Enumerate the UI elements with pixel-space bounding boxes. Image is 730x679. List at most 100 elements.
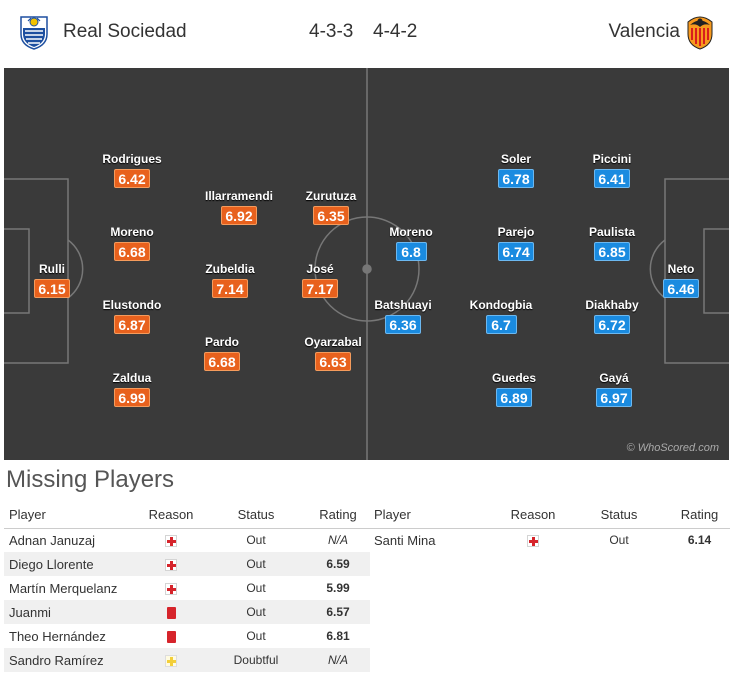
home-player[interactable]: Zubeldia 7.14 — [185, 262, 275, 299]
player-rating: 6.85 — [594, 242, 630, 261]
col-rating[interactable]: Rating — [669, 502, 730, 529]
player-name[interactable]: Illarramendi — [204, 189, 274, 203]
player-name[interactable]: Zurutuza — [305, 189, 357, 203]
reason-cell — [136, 600, 206, 624]
status-cell: Out — [206, 552, 306, 576]
player-name[interactable]: Elustondo — [102, 298, 162, 312]
missing-player-name[interactable]: Theo Hernández — [9, 628, 106, 644]
col-reason[interactable]: Reason — [497, 502, 569, 529]
home-player[interactable]: Pardo 6.68 — [177, 335, 267, 372]
table-header-row: Player Reason Status Rating — [4, 502, 370, 529]
player-name[interactable]: Soler — [500, 152, 531, 166]
col-reason[interactable]: Reason — [136, 502, 206, 529]
doubtful-icon[interactable] — [165, 655, 177, 668]
player-rating: 7.17 — [302, 279, 338, 298]
away-player[interactable]: Soler 6.78 — [471, 152, 561, 189]
away-player[interactable]: Parejo 6.74 — [471, 225, 561, 262]
player-rating: 6.46 — [663, 279, 699, 298]
player-rating: 6.36 — [385, 315, 421, 334]
player-rating: 6.87 — [114, 315, 150, 334]
home-player[interactable]: Rulli 6.15 — [7, 262, 97, 299]
player-rating: 7.14 — [212, 279, 248, 298]
home-team-name[interactable]: Real Sociedad — [63, 21, 187, 42]
player-rating: 6.63 — [315, 352, 351, 371]
player-name[interactable]: Oyarzabal — [304, 335, 362, 349]
status-cell: Out — [206, 600, 306, 624]
player-name[interactable]: Batshuayi — [374, 298, 432, 312]
reason-cell — [136, 576, 206, 600]
away-player[interactable]: Batshuayi 6.36 — [358, 298, 448, 335]
player-rating: 6.68 — [204, 352, 240, 371]
player-name[interactable]: Rodrigues — [102, 152, 162, 166]
rating-cell: 6.57 — [306, 600, 370, 624]
home-player[interactable]: Zaldua 6.99 — [87, 371, 177, 408]
away-player[interactable]: Paulista 6.85 — [567, 225, 657, 262]
away-player[interactable]: Guedes 6.89 — [469, 371, 559, 408]
away-player[interactable]: Neto 6.46 — [636, 262, 726, 299]
player-name[interactable]: Zaldua — [112, 371, 152, 385]
player-name[interactable]: Pardo — [204, 335, 239, 349]
away-player[interactable]: Piccini 6.41 — [567, 152, 657, 189]
player-rating: 6.42 — [114, 169, 150, 188]
missing-player-name[interactable]: Sandro Ramírez — [4, 648, 136, 672]
player-name[interactable]: Rulli — [39, 262, 65, 276]
missing-player-name[interactable]: Diego Llorente — [4, 552, 136, 576]
real-sociedad-crest-icon[interactable] — [18, 14, 50, 50]
rating-cell: 5.99 — [326, 581, 350, 595]
red-card-icon[interactable] — [166, 631, 176, 644]
home-player[interactable]: Illarramendi 6.92 — [194, 189, 284, 226]
missing-player-name[interactable]: Santi Mina — [374, 532, 436, 548]
col-status[interactable]: Status — [569, 502, 669, 529]
red-card-icon[interactable] — [166, 607, 176, 620]
home-player[interactable]: José 7.17 — [275, 262, 365, 299]
col-rating[interactable]: Rating — [306, 502, 370, 529]
player-name[interactable]: Gayá — [599, 371, 629, 385]
home-player[interactable]: Zurutuza 6.35 — [286, 189, 376, 226]
player-name[interactable]: Paulista — [588, 225, 636, 239]
home-player[interactable]: Elustondo 6.87 — [87, 298, 177, 335]
injury-icon[interactable] — [165, 583, 177, 596]
missing-players-title: Missing Players — [6, 466, 175, 493]
pitch: Rulli 6.15 Rodrigues 6.42 Moreno 6.68 Elustond… — [4, 68, 729, 460]
home-player[interactable]: Oyarzabal 6.63 — [288, 335, 378, 372]
player-name[interactable]: Parejo — [497, 225, 535, 239]
missing-player-name[interactable]: Martín Merquelanz — [9, 580, 118, 596]
player-name[interactable]: Guedes — [491, 371, 536, 385]
player-rating: 6.35 — [313, 206, 349, 225]
injury-icon[interactable] — [527, 535, 539, 548]
player-rating: 6.74 — [498, 242, 534, 261]
player-name[interactable]: José — [306, 262, 334, 276]
home-player[interactable]: Moreno 6.68 — [87, 225, 177, 262]
missing-player-name[interactable]: Juanmi — [4, 600, 136, 624]
missing-player-name[interactable]: Adnan Januzaj — [9, 532, 96, 548]
away-player[interactable]: Kondogbia 6.7 — [456, 298, 546, 335]
col-player[interactable]: Player — [369, 502, 497, 529]
home-player[interactable]: Rodrigues 6.42 — [87, 152, 177, 189]
injury-icon[interactable] — [165, 559, 177, 572]
away-player[interactable]: Diakhaby 6.72 — [567, 298, 657, 335]
status-cell: Doubtful — [206, 648, 306, 672]
rating-cell: N/A — [327, 533, 348, 548]
rating-cell: 6.14 — [687, 533, 712, 548]
table-row: Theo Hernández Out 6.81 — [4, 624, 370, 648]
status-cell: Out — [609, 533, 629, 548]
player-name[interactable]: Diakhaby — [585, 298, 639, 312]
rating-cell: 6.81 — [326, 629, 350, 643]
player-name[interactable]: Piccini — [592, 152, 632, 166]
away-team-name[interactable]: Valencia — [608, 21, 680, 42]
table-header-row: Player Reason Status Rating — [369, 502, 730, 529]
reason-cell — [136, 552, 206, 576]
player-name[interactable]: Kondogbia — [469, 298, 533, 312]
injury-icon[interactable] — [165, 535, 177, 548]
player-name[interactable]: Neto — [667, 262, 695, 276]
player-rating: 6.7 — [485, 315, 517, 334]
col-status[interactable]: Status — [206, 502, 306, 529]
away-player[interactable]: Moreno 6.8 — [366, 225, 456, 262]
valencia-crest-icon[interactable] — [684, 14, 716, 50]
player-name[interactable]: Zubeldia — [205, 262, 255, 276]
player-name[interactable]: Moreno — [389, 225, 433, 239]
player-rating: 6.99 — [114, 388, 150, 407]
away-player[interactable]: Gayá 6.97 — [569, 371, 659, 408]
col-player[interactable]: Player — [4, 502, 136, 529]
player-name[interactable]: Moreno — [110, 225, 154, 239]
